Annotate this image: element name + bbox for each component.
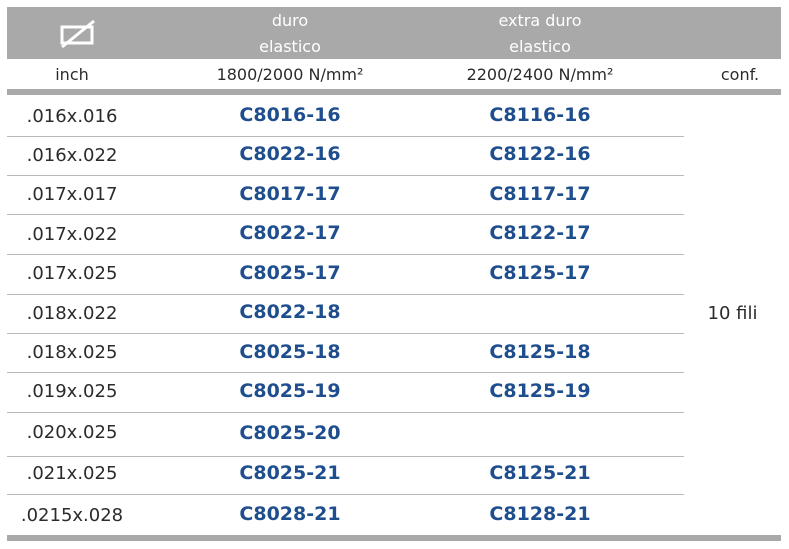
inch-cell: .019x.025 bbox=[26, 381, 118, 402]
header-col1-line2: elastico bbox=[259, 37, 321, 56]
code-cell-extra-duro: C8125-17 bbox=[489, 262, 591, 284]
code-cell-duro: C8025-20 bbox=[239, 422, 341, 444]
header-divider bbox=[7, 89, 781, 95]
footer-divider bbox=[7, 535, 781, 541]
inch-cell: .021x.025 bbox=[26, 463, 118, 484]
header-col1: duro elastico bbox=[190, 8, 390, 60]
row-divider bbox=[7, 136, 684, 137]
code-cell-duro: C8025-21 bbox=[239, 462, 341, 484]
subheader-conf: conf. bbox=[720, 65, 760, 84]
code-cell-extra-duro: C8122-17 bbox=[489, 222, 591, 244]
wire-cross-section-icon bbox=[60, 19, 95, 49]
inch-cell: .016x.022 bbox=[26, 145, 118, 166]
row-divider bbox=[7, 294, 684, 295]
inch-cell: .017x.025 bbox=[26, 263, 118, 284]
row-divider bbox=[7, 372, 684, 373]
subheader-col1: 1800/2000 N/mm² bbox=[216, 65, 364, 84]
code-cell-duro: C8025-19 bbox=[239, 380, 341, 402]
row-divider bbox=[7, 333, 684, 334]
inch-cell: .017x.017 bbox=[26, 184, 118, 205]
row-divider bbox=[7, 412, 684, 413]
row-divider bbox=[7, 175, 684, 176]
header-col2-line2: elastico bbox=[509, 37, 571, 56]
code-cell-duro: C8028-21 bbox=[239, 503, 341, 525]
inch-cell: .017x.022 bbox=[26, 224, 118, 245]
code-cell-duro: C8025-17 bbox=[239, 262, 341, 284]
row-divider bbox=[7, 494, 684, 495]
inch-cell: .018x.025 bbox=[26, 342, 118, 363]
code-cell-extra-duro: C8122-16 bbox=[489, 143, 591, 165]
inch-cell: .016x.016 bbox=[26, 106, 118, 127]
conf-value: 10 fili bbox=[707, 303, 758, 324]
code-cell-extra-duro: C8117-17 bbox=[489, 183, 591, 205]
code-cell-duro: C8022-16 bbox=[239, 143, 341, 165]
code-cell-duro: C8022-17 bbox=[239, 222, 341, 244]
row-divider bbox=[7, 214, 684, 215]
header-col1-line1: duro bbox=[271, 11, 309, 30]
subheader-col2: 2200/2400 N/mm² bbox=[466, 65, 614, 84]
code-cell-duro: C8016-16 bbox=[239, 104, 341, 126]
inch-cell: .020x.025 bbox=[26, 422, 118, 443]
code-cell-extra-duro: C8125-21 bbox=[489, 462, 591, 484]
inch-cell: .018x.022 bbox=[26, 303, 118, 324]
code-cell-extra-duro: C8125-19 bbox=[489, 380, 591, 402]
code-cell-extra-duro: C8125-18 bbox=[489, 341, 591, 363]
inch-cell: .0215x.028 bbox=[20, 505, 124, 526]
header-col2-line1: extra duro bbox=[498, 11, 582, 30]
code-cell-duro: C8022-18 bbox=[239, 301, 341, 323]
header-col2: extra duro elastico bbox=[440, 8, 640, 60]
row-divider bbox=[7, 456, 684, 457]
code-cell-duro: C8017-17 bbox=[239, 183, 341, 205]
header-band bbox=[7, 7, 781, 59]
row-divider bbox=[7, 254, 684, 255]
subheader-inch: inch bbox=[55, 65, 89, 84]
code-cell-duro: C8025-18 bbox=[239, 341, 341, 363]
code-cell-extra-duro: C8116-16 bbox=[489, 104, 591, 126]
code-cell-extra-duro: C8128-21 bbox=[489, 503, 591, 525]
